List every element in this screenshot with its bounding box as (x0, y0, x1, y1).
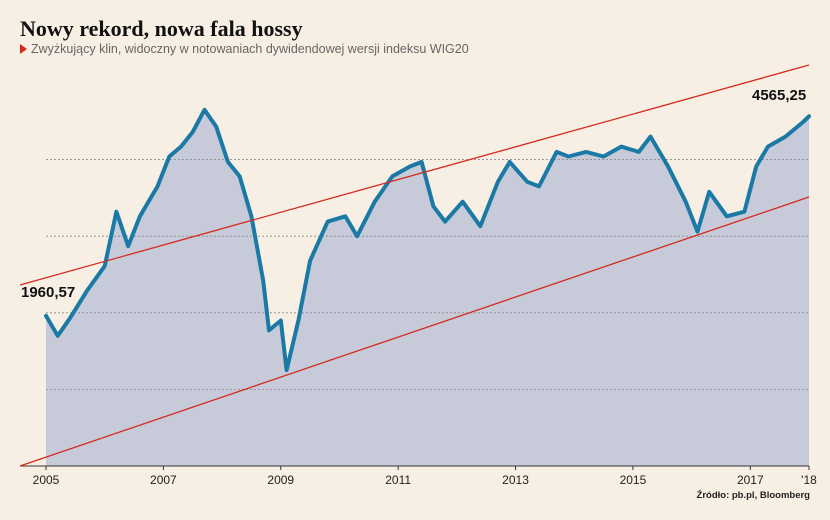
x-tick-label: '18 (801, 473, 817, 487)
chart-subtitle: Zwyżkujący klin, widoczny w notowaniach … (31, 42, 469, 56)
chart-title: Nowy rekord, nowa fala hossy (20, 16, 303, 41)
source: Źródło: pb.pl, Bloomberg (697, 490, 811, 501)
x-tick-label: 2005 (33, 473, 60, 487)
start-annotation: 1960,57 (21, 284, 75, 301)
x-tick-label: 2009 (267, 473, 294, 487)
x-tick-label: 2013 (502, 473, 529, 487)
x-tick-label: 2015 (620, 473, 647, 487)
x-tick-label: 2011 (385, 473, 411, 487)
end-annotation: 4565,25 (752, 87, 806, 104)
trend-line-lower (19, 196, 810, 467)
x-tick-label: 2017 (737, 473, 764, 487)
plot-area: 2005 2007 2009 2011 2013 2015 2017 '18 (20, 107, 817, 487)
x-tick-label: 2007 (150, 473, 177, 487)
trend-line-upper (19, 64, 810, 286)
subtitle-marker (20, 44, 27, 54)
area (46, 109, 809, 467)
line (44, 107, 811, 373)
